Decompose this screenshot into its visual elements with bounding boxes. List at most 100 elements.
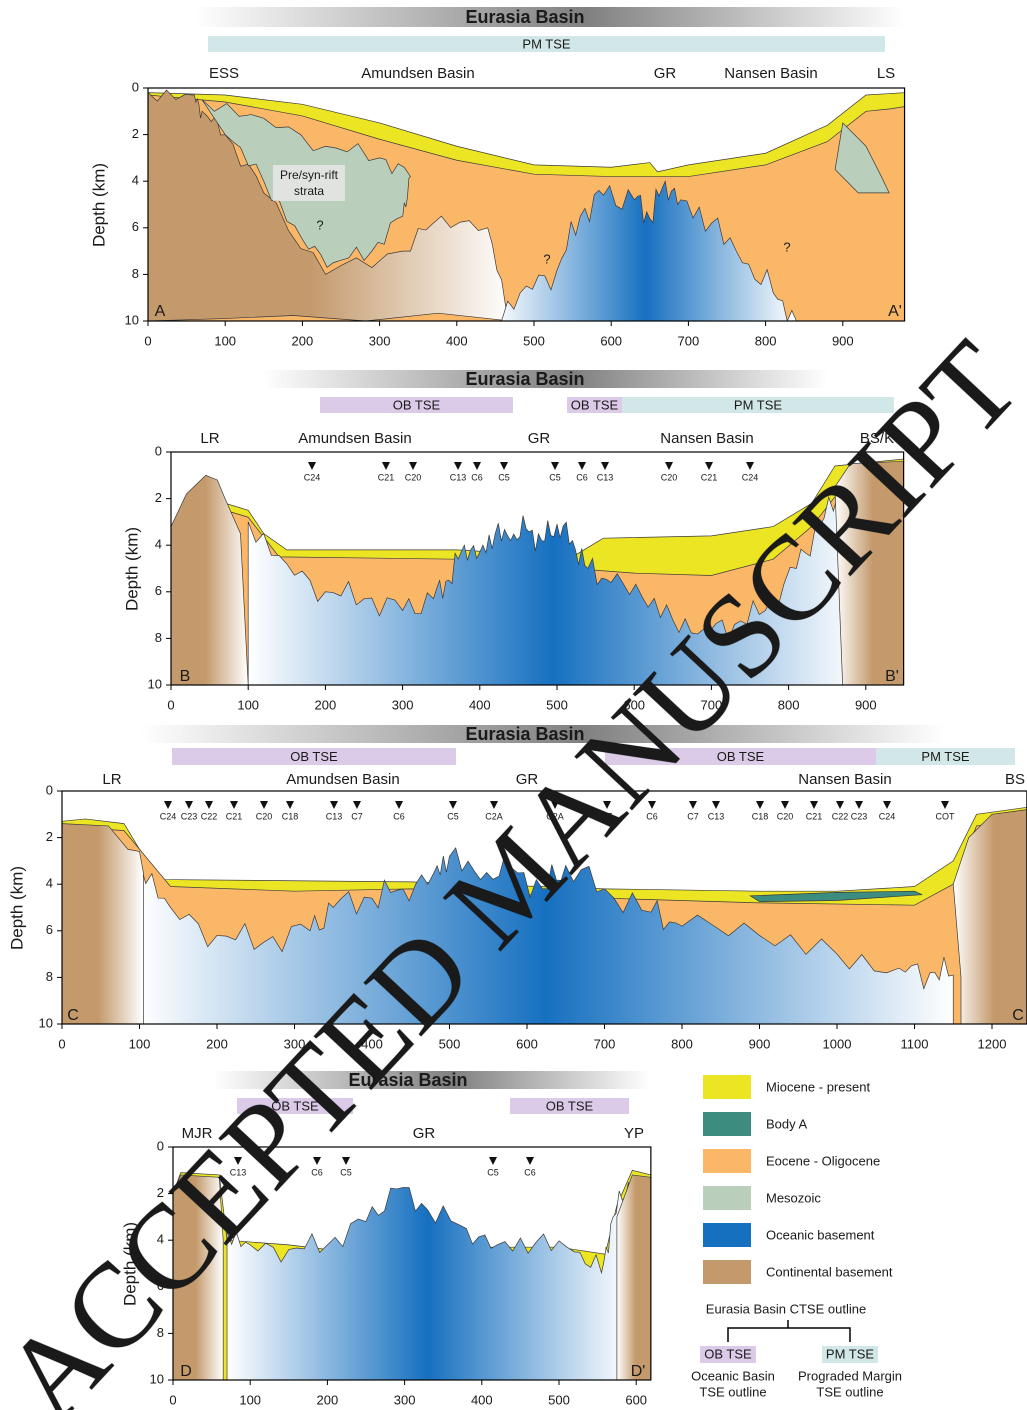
legend-label: Continental basement (766, 1264, 893, 1279)
anomaly-label: C22 (201, 811, 218, 821)
x-tick-label: 900 (832, 333, 854, 348)
legend-swatch (703, 1112, 751, 1136)
legend-label: Body A (766, 1116, 808, 1131)
x-tick-label: 700 (594, 1036, 616, 1051)
section-end: D (180, 1363, 192, 1380)
region-label: LR (102, 771, 121, 788)
x-tick-label: 700 (678, 333, 700, 348)
x-tick-label: 400 (446, 333, 468, 348)
y-axis-label: Depth (km) (122, 527, 141, 611)
x-tick-label: 0 (58, 1036, 65, 1051)
x-tick-label: 1100 (901, 1036, 929, 1051)
outline-label: TSE outline (699, 1384, 766, 1399)
anomaly-label: C6 (393, 811, 405, 821)
y-tick-label: 2 (155, 490, 162, 505)
region-label: LS (877, 65, 895, 82)
x-tick-label: 300 (392, 697, 414, 712)
legend-swatch (703, 1260, 751, 1284)
anomaly-label: C21 (378, 472, 395, 482)
anomaly-label: C6 (576, 472, 588, 482)
region-label: YP (624, 1125, 644, 1142)
legend-swatch (703, 1149, 751, 1173)
y-tick-label: 6 (132, 219, 139, 234)
legend-swatch (703, 1186, 751, 1210)
x-tick-label: 600 (516, 1036, 538, 1051)
region-label: Nansen Basin (724, 65, 817, 82)
section-end: A' (888, 303, 902, 320)
section-end: B' (885, 668, 899, 685)
annotation: Pre/syn-rift (280, 168, 339, 182)
anomaly-label: C7 (351, 811, 363, 821)
x-tick-label: 200 (292, 333, 314, 348)
x-tick-label: 500 (523, 333, 545, 348)
annotation: strata (294, 184, 324, 198)
x-tick-label: 300 (369, 333, 391, 348)
outline-label: Oceanic Basin (691, 1368, 775, 1383)
y-tick-label: 10 (39, 1015, 53, 1030)
panel-title: Eurasia Basin (465, 7, 584, 27)
y-tick-label: 4 (46, 876, 53, 891)
x-tick-label: 100 (239, 1392, 261, 1407)
outline-label: TSE outline (816, 1384, 883, 1399)
anomaly-label: C7 (687, 811, 699, 821)
anomaly-label: C21 (701, 472, 718, 482)
y-tick-label: 0 (157, 1138, 164, 1153)
outline-box-label: OB TSE (704, 1346, 752, 1361)
anomaly-label: C13 (597, 472, 614, 482)
tse-label: OB TSE (393, 397, 441, 412)
section-end: D' (631, 1363, 646, 1380)
outline-title: Eurasia Basin CTSE outline (706, 1301, 866, 1316)
legend-label: Eocene - Oligocene (766, 1153, 880, 1168)
x-tick-label: 200 (317, 1392, 339, 1407)
anomaly-label: C21 (226, 811, 243, 821)
tse-label: PM TSE (921, 749, 969, 764)
anomaly-label: C20 (256, 811, 273, 821)
y-tick-label: 2 (132, 126, 139, 141)
anomaly-label: C5 (340, 1167, 352, 1177)
outline-bracket (728, 1320, 850, 1342)
section-end: B (180, 668, 191, 685)
tse-label: OB TSE (290, 749, 338, 764)
outline-label: Prograded Margin (798, 1368, 902, 1383)
legend-swatch (703, 1223, 751, 1247)
anomaly-label: C13 (450, 472, 467, 482)
anomaly-label: C22 (832, 811, 849, 821)
x-tick-label: 200 (315, 697, 337, 712)
anomaly-label: C24 (879, 811, 896, 821)
y-axis-label: Depth (km) (7, 866, 26, 950)
outline-box-label: PM TSE (826, 1346, 874, 1361)
x-tick-label: 800 (671, 1036, 693, 1051)
anomaly-label: C6 (471, 472, 483, 482)
region-label: BS (1005, 771, 1025, 788)
x-tick-label: 1000 (823, 1036, 852, 1051)
section-end: C (67, 1007, 79, 1024)
legend-label: Mesozoic (766, 1190, 821, 1205)
x-tick-label: 0 (144, 333, 151, 348)
y-axis-label: Depth (km) (89, 163, 108, 247)
layer (617, 1175, 651, 1380)
anomaly-label: C20 (777, 811, 794, 821)
anomaly-label: C5 (549, 472, 561, 482)
x-tick-label: 800 (778, 697, 800, 712)
panel-title: Eurasia Basin (465, 369, 584, 389)
anomaly-label: C6 (524, 1167, 536, 1177)
x-tick-label: 100 (214, 333, 236, 348)
anomaly-label: C20 (405, 472, 422, 482)
anomaly-label: C20 (661, 472, 678, 482)
anomaly-label: C13 (326, 811, 343, 821)
anomaly-label: C18 (752, 811, 769, 821)
region-label: Nansen Basin (798, 771, 891, 788)
region-label: Amundsen Basin (286, 771, 399, 788)
x-tick-label: 500 (548, 1392, 570, 1407)
legend-label: Miocene - present (766, 1079, 870, 1094)
y-tick-label: 6 (155, 583, 162, 598)
anomaly-label: C5 (447, 811, 459, 821)
question-mark: ? (316, 217, 323, 232)
anomaly-label: C24 (160, 811, 177, 821)
x-tick-label: 500 (546, 697, 568, 712)
y-tick-label: 8 (46, 969, 53, 984)
section (148, 88, 905, 321)
anomaly-label: C23 (851, 811, 868, 821)
x-tick-label: 100 (237, 697, 259, 712)
tse-label: PM TSE (522, 36, 570, 51)
